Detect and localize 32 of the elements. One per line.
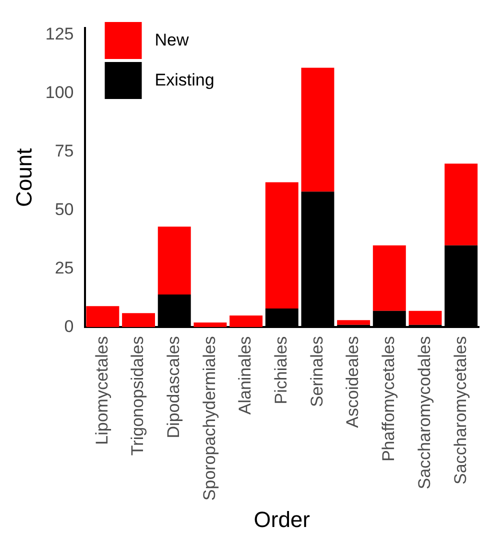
y-tick-label: 75 [54, 142, 74, 161]
y-axis-title: Count [11, 148, 36, 207]
x-tick-label: Saccharomycodales [414, 336, 434, 490]
y-tick-label: 0 [64, 316, 74, 336]
bar [372, 245, 406, 311]
x-tick-label: Sporopachydermiales [200, 336, 219, 501]
legend-label: New [154, 30, 190, 50]
bar [444, 164, 478, 246]
x-tick-label: Trigonopsidales [128, 336, 148, 456]
bar [122, 313, 156, 328]
x-tick-label: Phaffomycetales [379, 336, 398, 462]
bar [194, 322, 227, 328]
x-tick-label: Lipomycetales [92, 336, 112, 445]
bar [301, 68, 334, 192]
legend-label: Existing [154, 70, 214, 90]
x-axis-title: Order [254, 506, 310, 532]
x-tick-label: Saccharomycetales [450, 336, 470, 485]
x-tick-label: Alaninales [236, 336, 255, 415]
y-tick-label: 125 [45, 24, 74, 44]
y-tick-label: 25 [54, 258, 74, 278]
x-tick-label: Pichiales [272, 336, 291, 404]
bar [158, 226, 191, 294]
x-tick-label: Dipodascales [164, 336, 184, 438]
bar [408, 310, 442, 325]
bar [230, 315, 263, 328]
bar [86, 306, 120, 328]
x-tick-label: Serinales [307, 336, 326, 408]
y-tick-label: 100 [45, 83, 74, 102]
bar [337, 320, 370, 325]
y-tick-label: 50 [54, 200, 74, 219]
x-tick-label: Ascoideales [343, 336, 362, 428]
bar [265, 182, 298, 308]
